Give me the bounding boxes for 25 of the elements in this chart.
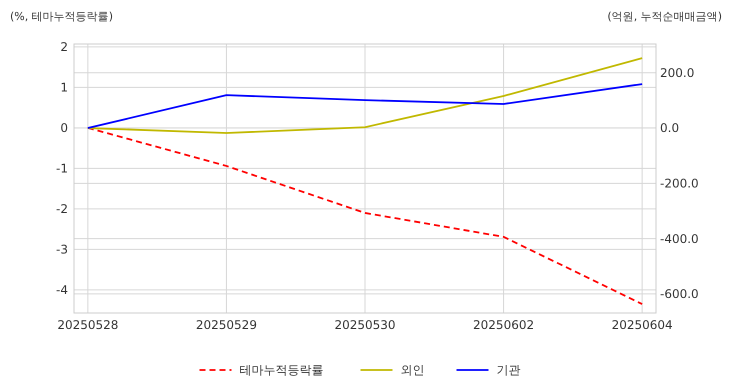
y-tick-label: -4 [56, 283, 68, 298]
y-axis-title: (%, 테마누적등락률) [10, 10, 114, 23]
y2-tick-label: -400.0 [660, 232, 699, 246]
x-tick-label: 20250602 [473, 318, 534, 332]
legend-label: 기관 [496, 363, 520, 378]
y2-tick-label: -600.0 [660, 287, 699, 302]
y-tick-label: -2 [56, 202, 68, 216]
y2-tick-label: 200.0 [660, 66, 694, 80]
y2-tick-label: -200.0 [660, 176, 699, 191]
line-series [86, 126, 644, 305]
y2-axis-title: (억원, 누적순매매금액) [607, 10, 722, 23]
x-tick-label: 20250529 [196, 318, 257, 332]
line-series [86, 83, 644, 129]
x-tick-label: 20250604 [612, 318, 673, 332]
y-tick-label: -1 [56, 162, 68, 176]
y-tick-label: 0 [60, 121, 68, 136]
y2-tick-label: 0.0 [660, 121, 680, 136]
legend-label: 외인 [400, 363, 424, 378]
line-series [86, 57, 644, 134]
y-tick-label: 1 [60, 80, 68, 95]
y-tick-label: 2 [60, 40, 68, 54]
x-tick-label: 20250530 [334, 318, 396, 332]
y-tick-label: -3 [56, 242, 68, 257]
legend-label: 테마누적등락률 [240, 363, 324, 378]
x-tick-label: 20250528 [57, 318, 118, 332]
